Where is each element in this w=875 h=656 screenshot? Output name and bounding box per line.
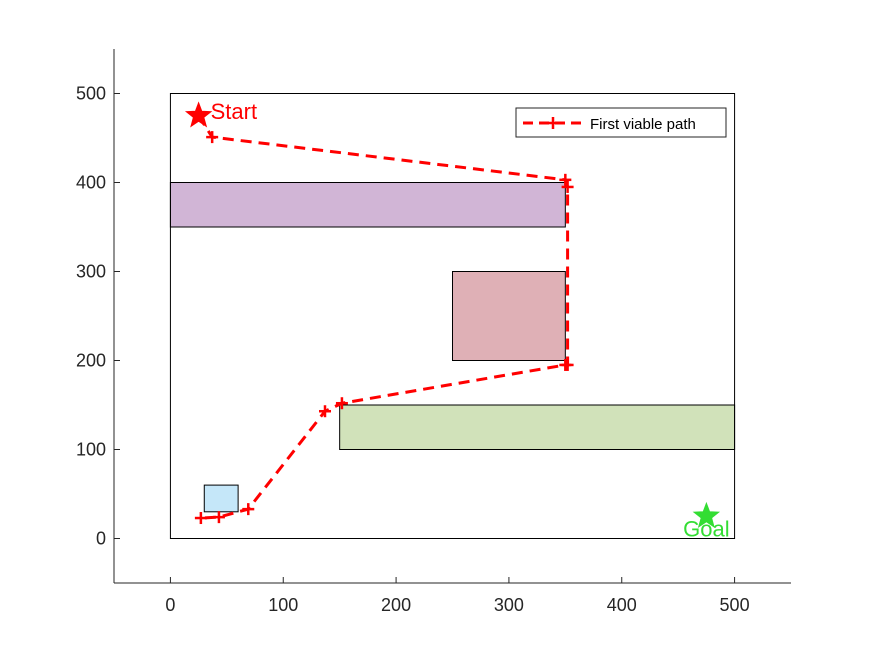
- path-point: [335, 397, 348, 410]
- start-goal-markers: Start Goal: [184, 99, 730, 541]
- y-tick-label: 100: [76, 440, 106, 460]
- legend-entry-label: First viable path: [590, 116, 696, 133]
- workspace-boundary: [169, 93, 736, 539]
- x-tick-label: 500: [720, 595, 750, 615]
- goal-star-marker: [692, 501, 721, 528]
- obstacles: [169, 182, 736, 513]
- path-point: [194, 512, 207, 525]
- obstacle-rect: [452, 271, 566, 361]
- path-point: [561, 180, 574, 193]
- obstacle-rect: [339, 404, 736, 450]
- axes: 0 100 200 300 400 500 0 100 200 300 400 500: [76, 49, 791, 615]
- x-tick-label: 0: [165, 595, 175, 615]
- path-point: [212, 511, 225, 524]
- legend-plus: [547, 117, 559, 129]
- x-tick-label: 400: [607, 595, 637, 615]
- x-tick-label: 200: [381, 595, 411, 615]
- path-point: [206, 131, 219, 144]
- y-tick-label: 0: [96, 529, 106, 549]
- y-tick-label: 300: [76, 262, 106, 282]
- y-tick-label: 400: [76, 173, 106, 193]
- x-tick-label: 100: [268, 595, 298, 615]
- x-tick-label: 300: [494, 595, 524, 615]
- legend: First viable path: [515, 107, 727, 138]
- path-point: [559, 173, 572, 186]
- obstacle-rect: [203, 484, 239, 513]
- y-tick-label: 500: [76, 84, 106, 104]
- obstacle-rect: [169, 182, 566, 228]
- start-star-marker: [184, 101, 213, 128]
- y-tick-label: 200: [76, 351, 106, 371]
- path-point: [318, 405, 331, 418]
- goal-label: Goal: [683, 516, 729, 541]
- legend-plus-marker: [547, 117, 559, 129]
- path-point: [242, 503, 255, 516]
- start-label: Start: [211, 99, 257, 124]
- path-point: [559, 358, 572, 371]
- boundary-rect: [169, 93, 736, 539]
